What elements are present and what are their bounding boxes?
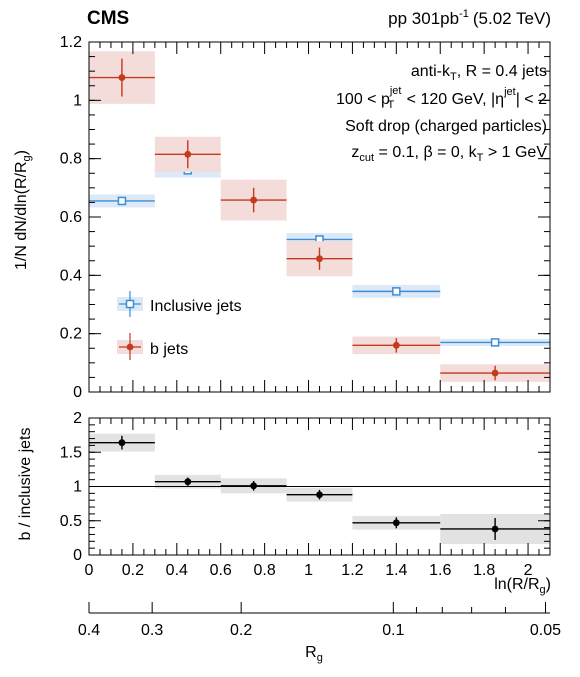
b-jets-marker bbox=[250, 196, 258, 204]
inclusive-marker bbox=[117, 196, 127, 206]
x-tick-label: 0.6 bbox=[210, 562, 232, 579]
legend-b-marker bbox=[126, 343, 134, 351]
x-tick-label: 1.2 bbox=[341, 562, 363, 579]
legend-inclusive-label: Inclusive jets bbox=[150, 298, 242, 315]
b-jets-marker bbox=[316, 255, 323, 263]
distribution-panel: 0 0.2 0.4 0.6 0.8 1 1.2 bbox=[60, 34, 551, 401]
b-jets-marker bbox=[184, 150, 192, 158]
x-tick-label: 0.4 bbox=[166, 562, 188, 579]
lumi-label: pp 301pb-1 (5.02 TeV) bbox=[388, 8, 551, 28]
bottom-y-axis-label: b / inclusive jets bbox=[17, 428, 34, 541]
x-tick-label: 0.8 bbox=[253, 562, 275, 579]
legend-inclusive-marker bbox=[125, 299, 135, 309]
b-jets-marker bbox=[392, 341, 400, 349]
x-tick-label: 0.2 bbox=[122, 562, 144, 579]
rg-tick-label: 0.3 bbox=[141, 622, 163, 639]
x-tick-label: 1.4 bbox=[385, 562, 407, 579]
x-tick-label: 1 bbox=[304, 562, 313, 579]
bottom-y-tick-label: 2 bbox=[73, 410, 82, 427]
bottom-y-tick-label: 1 bbox=[73, 479, 82, 496]
ratio-marker bbox=[392, 519, 400, 527]
x-tick-label: 0 bbox=[85, 562, 94, 579]
rg-tick-label: 0.1 bbox=[382, 622, 404, 639]
annotation-algorithm: anti-kT, R = 0.4 jets bbox=[411, 63, 547, 83]
top-y-tick-label: 0.8 bbox=[60, 151, 82, 168]
x-tick-label: 1.6 bbox=[429, 562, 451, 579]
rg-tick-label: 0.4 bbox=[78, 622, 100, 639]
bottom-y-tick-label: 0.5 bbox=[60, 513, 82, 530]
ratio-panel: 0 0.5 1 1.5 2 0 0.2 0.4 0.6 0.8 1 1.2 1.4 1.6 1.8 2 bbox=[60, 410, 551, 579]
inclusive-marker bbox=[490, 338, 500, 347]
top-y-tick-label: 0 bbox=[73, 384, 82, 401]
ratio-marker bbox=[118, 439, 126, 447]
bottom-y-tick-label: 0 bbox=[73, 547, 82, 564]
x-axis-label: ln(R/Rg) bbox=[494, 576, 551, 596]
annotation-softdrop: Soft drop (charged particles) bbox=[345, 118, 547, 135]
experiment-label: CMS bbox=[87, 8, 129, 29]
top-y-tick-label: 1.2 bbox=[60, 34, 82, 51]
top-y-tick-label: 0.4 bbox=[60, 267, 82, 284]
bottom-y-tick-label: 1.5 bbox=[60, 444, 82, 461]
rg-axis: 0.4 0.3 0.2 0.1 0.05 bbox=[78, 602, 561, 639]
legend-b-label: b jets bbox=[150, 341, 188, 358]
top-y-axis-label: 1/N dN/dln(R/Rg) bbox=[13, 150, 33, 270]
top-y-tick-label: 0.2 bbox=[60, 326, 82, 343]
rg-tick-label: 0.2 bbox=[230, 622, 252, 639]
ratio-marker bbox=[184, 478, 192, 486]
top-y-tick-label: 0.6 bbox=[60, 209, 82, 226]
legend: Inclusive jets b jets bbox=[117, 291, 242, 360]
rg-axis-label: Rg bbox=[305, 644, 323, 664]
annotation-kinematics: 100 < pjet T < 120 GeV, |ηjet| < 2 bbox=[336, 85, 547, 111]
ratio-marker bbox=[316, 491, 323, 499]
rg-tick-label: 0.05 bbox=[530, 622, 561, 639]
inclusive-marker bbox=[392, 287, 401, 296]
ratio-marker bbox=[491, 525, 499, 533]
x-tick-label: 2 bbox=[524, 562, 533, 579]
top-y-tick-label: 1 bbox=[73, 92, 82, 109]
ratio-marker bbox=[250, 482, 258, 490]
b-jets-marker bbox=[118, 74, 126, 81]
x-tick-label: 1.8 bbox=[473, 562, 495, 579]
annotation-grooming: zcut = 0.1, β = 0, kT > 1 GeV bbox=[351, 144, 547, 164]
b-jets-marker bbox=[491, 369, 499, 377]
